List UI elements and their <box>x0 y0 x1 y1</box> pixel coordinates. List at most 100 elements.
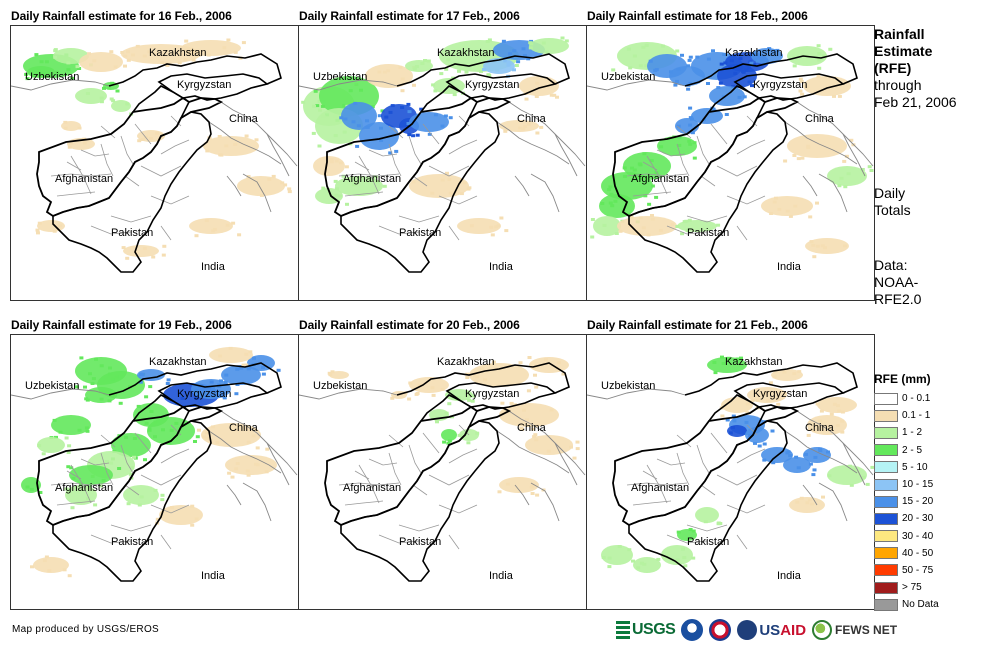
rainfall-pixel <box>252 356 256 360</box>
rainfall-pixel <box>644 64 649 68</box>
province-line <box>676 452 690 486</box>
rainfall-pixel <box>153 488 158 492</box>
rainfall-pixel <box>148 136 153 140</box>
kyrgyzstan-outline <box>733 382 845 410</box>
map-svg: Kazakhstan Uzbekistan Kyrgyzstan China Afgha… <box>299 356 586 582</box>
rainfall-pixel <box>607 556 612 560</box>
legend-item: 0.1 - 1 <box>874 407 939 424</box>
rainfall-pixel <box>608 201 613 205</box>
province-line <box>358 464 380 504</box>
rainfall-pixel <box>341 174 346 178</box>
rainfall-pixel <box>457 433 462 437</box>
rainfall-pixel <box>128 472 133 476</box>
rainfall-pixel <box>170 506 175 509</box>
rainfall-pixel <box>400 77 405 81</box>
rainfall-pixel <box>600 202 605 205</box>
country-label-uzbekistan: Uzbekistan <box>313 71 367 83</box>
boundaries <box>587 53 874 273</box>
rainfall-pixel <box>680 53 684 57</box>
rainfall-pixel <box>527 356 532 359</box>
rainfall-pixel <box>84 426 89 430</box>
legend-item: > 75 <box>874 579 939 596</box>
rainfall-pixel <box>725 418 730 422</box>
rainfall-pixel <box>224 144 229 148</box>
rainfall-pixel <box>470 394 475 398</box>
rainfall-pixel <box>487 38 492 42</box>
rainfall-pixel <box>691 556 696 560</box>
province-line <box>746 115 758 127</box>
rainfall-pixel <box>797 370 802 374</box>
rainfall-pixel <box>590 235 595 239</box>
rainfall-pixel <box>135 44 140 48</box>
province-line <box>710 432 728 454</box>
rainfall-pixel <box>167 441 172 445</box>
rainfall-pixel <box>726 356 731 360</box>
province-line <box>134 432 152 454</box>
rainfall-pixel <box>770 429 775 433</box>
rainfall-pixel <box>722 53 727 56</box>
rainfall-pixel <box>225 223 230 227</box>
rainfall-pixel <box>767 47 772 51</box>
rainfall-pixel <box>680 547 685 551</box>
rainfall-pixel <box>865 482 870 486</box>
rainfall-pixel <box>37 69 42 72</box>
rainfall-pixel <box>500 401 505 405</box>
rainfall-pixel <box>749 61 754 65</box>
rainfall-pixel <box>737 95 742 99</box>
country-labels: Kazakhstan Uzbekistan Kyrgyzstan China Afgha… <box>313 47 547 273</box>
rainfall-pixel <box>205 390 210 394</box>
rainfall-pixel <box>231 221 236 225</box>
rainfall-pixel <box>654 195 659 199</box>
rainfall-pixel <box>870 465 874 469</box>
fews-net-text: FEWS NET <box>835 623 898 637</box>
rainfall-pixel <box>265 447 270 451</box>
usaid-logo: USAID <box>737 620 806 640</box>
rainfall-pixel <box>148 385 153 389</box>
rainfall-pixel <box>653 68 658 72</box>
rainfall-pixel <box>110 377 115 381</box>
rainfall-pixel <box>816 74 821 78</box>
country-label-india: India <box>489 570 514 582</box>
rainfall-pixel <box>342 130 347 134</box>
rainfall-pixel <box>821 495 825 499</box>
rainfall-pixel <box>638 64 643 68</box>
rainfall-pixel <box>867 165 872 169</box>
rainfall-pixel <box>427 132 432 136</box>
rainfall-pixel <box>466 441 471 445</box>
rainfall-pixel <box>792 372 797 376</box>
rainfall-pixel <box>301 100 306 104</box>
map-credit: Map produced by USGS/EROS <box>12 624 160 635</box>
province-line <box>412 175 428 187</box>
rainfall-blob <box>827 166 867 186</box>
rainfall-pixel <box>609 192 614 196</box>
rainfall-pixel <box>420 62 425 65</box>
rainfall-blob <box>409 112 449 132</box>
rainfall-pixel <box>400 89 405 93</box>
rainfall-pixel <box>514 64 519 67</box>
rainfall-pixel <box>239 366 244 370</box>
province-line <box>422 432 440 454</box>
rainfall-pixel <box>799 496 804 500</box>
rainfall-pixel <box>499 216 504 220</box>
rainfall-layer <box>301 36 569 237</box>
rainfall-pixel <box>377 114 382 118</box>
rainfall-pixel <box>611 68 616 72</box>
neighbor-border <box>842 442 866 486</box>
province-line <box>716 474 758 486</box>
rainfall-pixel <box>832 94 836 98</box>
rainfall-pixel <box>839 176 844 180</box>
rainfall-pixel <box>683 564 688 568</box>
rainfall-pixel <box>720 414 725 418</box>
rainfall-pixel <box>741 70 746 73</box>
country-labels: Kazakhstan Uzbekistan Kyrgyzstan China Afgha… <box>601 47 835 273</box>
panel-title: Daily Rainfall estimate for 21 Feb., 200… <box>587 318 808 332</box>
rainfall-pixel <box>534 424 539 428</box>
province-line <box>124 175 140 187</box>
rainfall-pixel <box>426 59 431 63</box>
province-line <box>408 135 422 165</box>
rainfall-pixel <box>744 420 749 424</box>
rainfall-pixel <box>113 65 118 69</box>
rainfall-pixel <box>682 556 687 560</box>
rainfall-pixel <box>351 120 356 124</box>
rainfall-pixel <box>769 212 774 215</box>
